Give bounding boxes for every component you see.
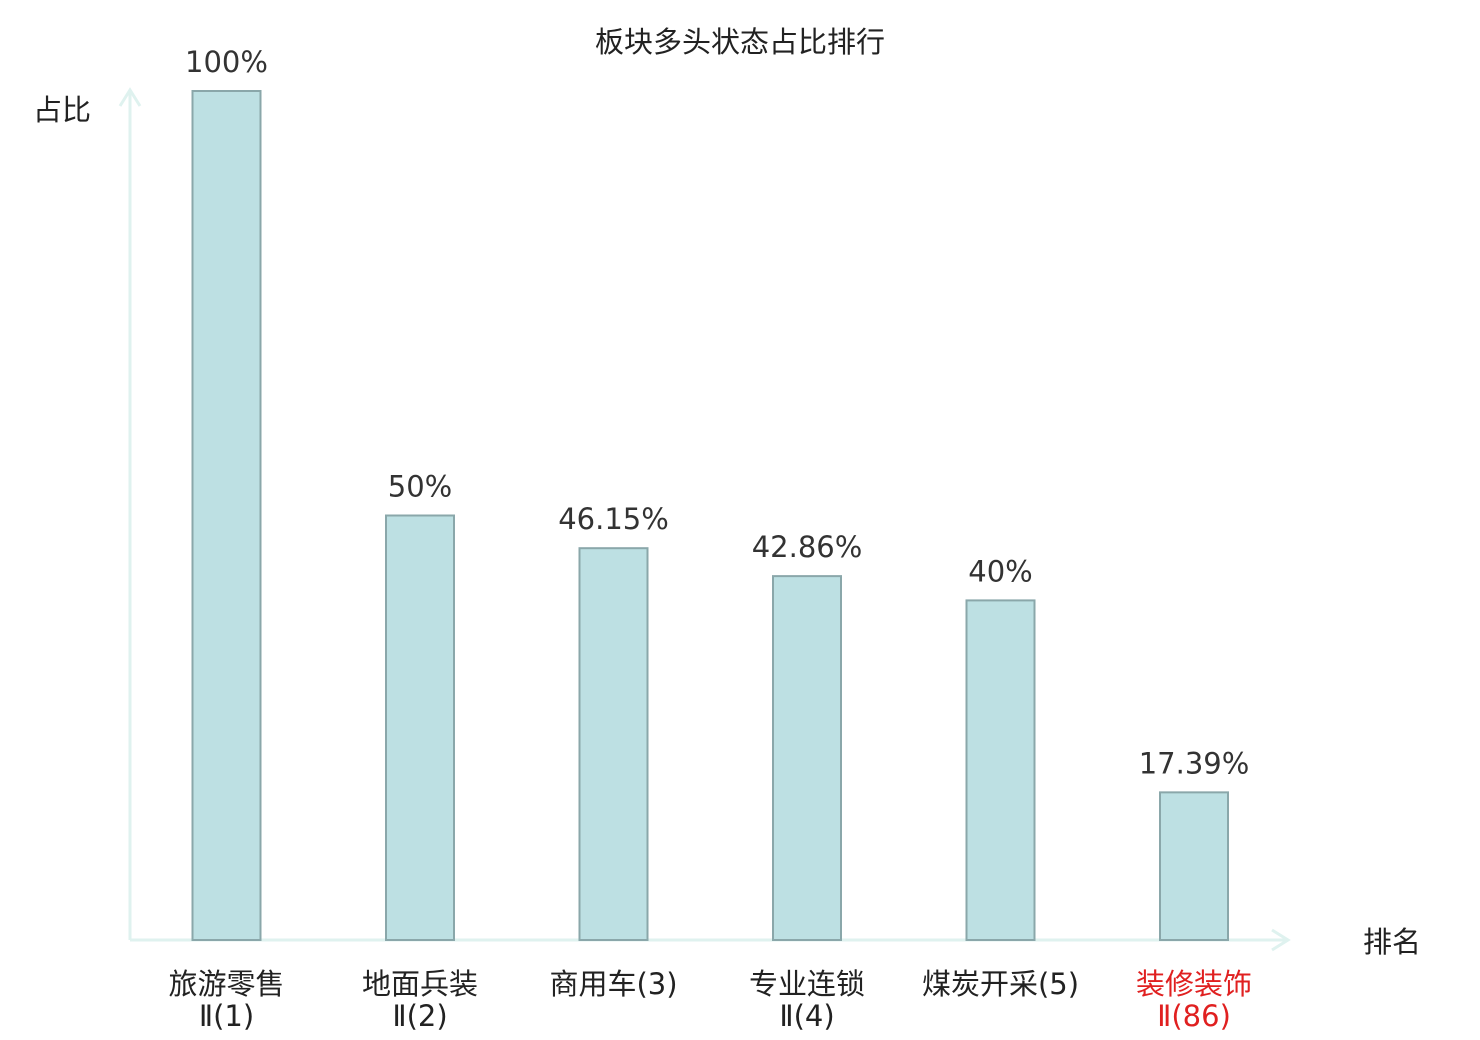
bar xyxy=(772,575,842,941)
y-axis-label: 占比 xyxy=(33,93,91,127)
value-labels-group: 100% 50% 46.15% 42.86% 40% 17.39% xyxy=(185,45,1249,780)
bar xyxy=(385,514,455,941)
category-sublabel: Ⅱ(4) xyxy=(779,999,834,1033)
bar-value-label: 100% xyxy=(185,45,268,79)
bar-value-label: 40% xyxy=(968,554,1032,588)
category-sublabel: Ⅱ(2) xyxy=(392,999,447,1033)
category-label: 旅游零售 xyxy=(168,967,284,1001)
chart-title: 板块多头状态占比排行 xyxy=(595,25,885,59)
category-label: 地面兵装 xyxy=(362,967,478,1001)
category-label: 煤炭开采(5) xyxy=(922,967,1079,1001)
bars-group xyxy=(191,90,1229,942)
category-label: 装修装饰 xyxy=(1136,967,1252,1001)
bar-value-label: 50% xyxy=(388,470,452,504)
category-label: 专业连锁 xyxy=(749,967,865,1001)
bar-value-label: 42.86% xyxy=(752,530,863,564)
bar xyxy=(1159,791,1229,941)
category-label: 商用车(3) xyxy=(549,967,677,1001)
bar xyxy=(191,90,262,941)
y-axis xyxy=(118,87,142,940)
x-axis-label: 排名 xyxy=(1363,925,1421,959)
bar xyxy=(578,547,649,942)
bar xyxy=(965,599,1036,942)
category-sublabel: Ⅱ(86) xyxy=(1157,999,1231,1033)
bar-value-label: 46.15% xyxy=(558,502,669,536)
x-axis xyxy=(130,928,1291,952)
bar-value-label: 17.39% xyxy=(1139,746,1250,780)
category-sublabel: Ⅱ(1) xyxy=(199,999,254,1033)
